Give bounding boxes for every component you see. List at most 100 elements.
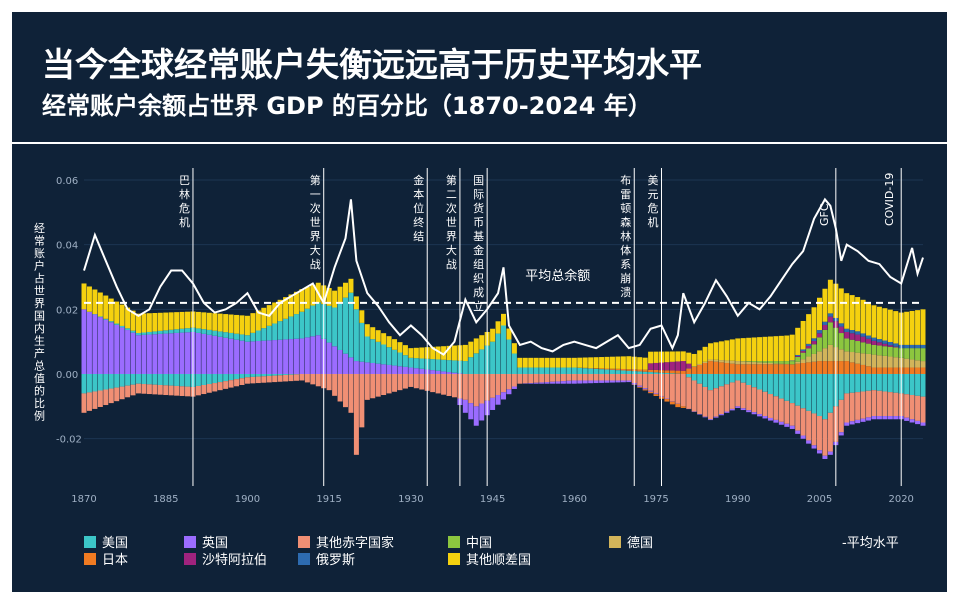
bar-surplus-japan [789, 364, 795, 374]
bar-surplus-other_surplus [206, 312, 212, 330]
bar-deficit-us [849, 374, 855, 393]
bar-surplus-russia [816, 330, 822, 334]
bar-surplus-other_surplus [152, 312, 158, 332]
bar-surplus-uk [228, 338, 234, 374]
bar-surplus-saudi [860, 336, 866, 343]
bar-surplus-saudi [816, 333, 822, 338]
legend-swatch [184, 535, 196, 548]
bar-surplus-other_surplus [909, 310, 915, 345]
bar-deficit-uk [620, 380, 626, 383]
bar-surplus-japan [609, 368, 615, 370]
bar-surplus-other_surplus [157, 312, 163, 331]
legend-swatch [84, 535, 96, 548]
bar-surplus-us [511, 353, 517, 374]
bar-deficit-uk [511, 386, 517, 389]
bar-surplus-japan [669, 370, 675, 374]
bar-surplus-other_surplus [757, 337, 763, 362]
bar-deficit-us [163, 374, 169, 386]
bar-surplus-other_surplus [746, 337, 752, 362]
event-label: 第二次世界大战 [446, 173, 457, 271]
bar-surplus-uk [141, 334, 147, 374]
bar-deficit-uk [702, 416, 708, 418]
bar-surplus-germany [887, 356, 893, 368]
bar-deficit-other_deficit [757, 389, 763, 415]
bar-deficit-other_deficit [114, 387, 120, 402]
bar-surplus-japan [637, 369, 643, 372]
bar-surplus-other_surplus [566, 357, 572, 368]
bar-deficit-uk [528, 383, 534, 384]
bar-surplus-japan [909, 367, 915, 374]
bar-deficit-us [735, 374, 741, 381]
bar-surplus-other_surplus [250, 313, 256, 333]
bar-deficit-us [152, 374, 158, 385]
bar-surplus-us [615, 370, 621, 374]
bar-deficit-other_deficit [103, 389, 109, 406]
bar-deficit-other_deficit [806, 410, 812, 441]
bar-deficit-other_deficit [146, 384, 152, 395]
bar-deficit-other_deficit [582, 374, 588, 381]
bar-surplus-uk [152, 334, 158, 374]
bar-surplus-other_surplus [555, 357, 561, 368]
bar-deficit-other_deficit [702, 386, 708, 417]
bar-surplus-germany [778, 363, 784, 365]
bar-surplus-other_surplus [795, 327, 801, 355]
bar-deficit-us [174, 374, 180, 386]
bar-surplus-japan [887, 367, 893, 374]
bar-deficit-uk [560, 381, 566, 384]
bar-surplus-uk [114, 324, 120, 374]
bar-deficit-other_deficit [473, 374, 479, 407]
bar-deficit-other_deficit [435, 374, 441, 394]
bar-deficit-us [261, 374, 267, 377]
bar-surplus-japan [827, 361, 833, 374]
bar-surplus-japan [838, 361, 844, 374]
bar-deficit-uk [533, 382, 539, 384]
bar-surplus-us [430, 359, 436, 371]
bar-deficit-other_deficit [669, 374, 675, 402]
bar-deficit-other_deficit [495, 374, 501, 396]
legend-label: 沙特阿拉伯 [202, 553, 268, 568]
bar-surplus-other_surplus [174, 312, 180, 330]
bar-surplus-other_surplus [860, 299, 866, 334]
bar-surplus-other_surplus [125, 307, 131, 329]
bar-surplus-china [795, 356, 801, 362]
bar-surplus-us [277, 321, 283, 340]
bar-deficit-us [201, 374, 207, 385]
bar-deficit-japan [675, 403, 681, 408]
bar-deficit-other_deficit [141, 384, 147, 394]
bar-surplus-other_surplus [490, 328, 496, 342]
bar-deficit-other_deficit [430, 374, 436, 393]
bar-surplus-uk [370, 363, 376, 374]
bar-surplus-other_surplus [751, 337, 757, 362]
bar-surplus-other_surplus [539, 357, 545, 368]
x-tick-label: 1900 [235, 494, 260, 505]
bar-deficit-other_deficit [337, 374, 343, 402]
x-tick-label: 2020 [888, 494, 913, 505]
bar-surplus-us [381, 344, 387, 365]
bar-deficit-other_deficit [544, 374, 550, 383]
bar-surplus-us [604, 369, 610, 374]
bar-surplus-japan [697, 364, 703, 374]
bar-deficit-uk [577, 380, 583, 384]
bar-deficit-other_deficit [451, 374, 457, 398]
bar-deficit-uk [718, 414, 724, 416]
bar-surplus-us [588, 368, 594, 374]
bar-surplus-us [146, 331, 152, 335]
bar-deficit-us [789, 374, 795, 404]
bar-deficit-us [288, 374, 294, 375]
bar-surplus-uk [119, 327, 125, 374]
bar-deficit-other_deficit [893, 392, 899, 417]
bar-surplus-other_surplus [288, 294, 294, 317]
bar-surplus-japan [795, 363, 801, 374]
bar-deficit-uk [615, 380, 621, 383]
bar-surplus-uk [430, 370, 436, 374]
bar-deficit-us [729, 374, 735, 383]
bar-deficit-uk [626, 380, 632, 383]
bar-deficit-uk [904, 417, 910, 421]
bar-deficit-other_deficit [599, 374, 605, 381]
bar-surplus-other_surplus [582, 357, 588, 368]
bar-surplus-other_surplus [332, 290, 338, 308]
bar-deficit-uk [599, 380, 605, 383]
bar-surplus-uk [283, 339, 289, 374]
bar-deficit-us [97, 374, 103, 391]
bar-surplus-uk [163, 333, 169, 374]
